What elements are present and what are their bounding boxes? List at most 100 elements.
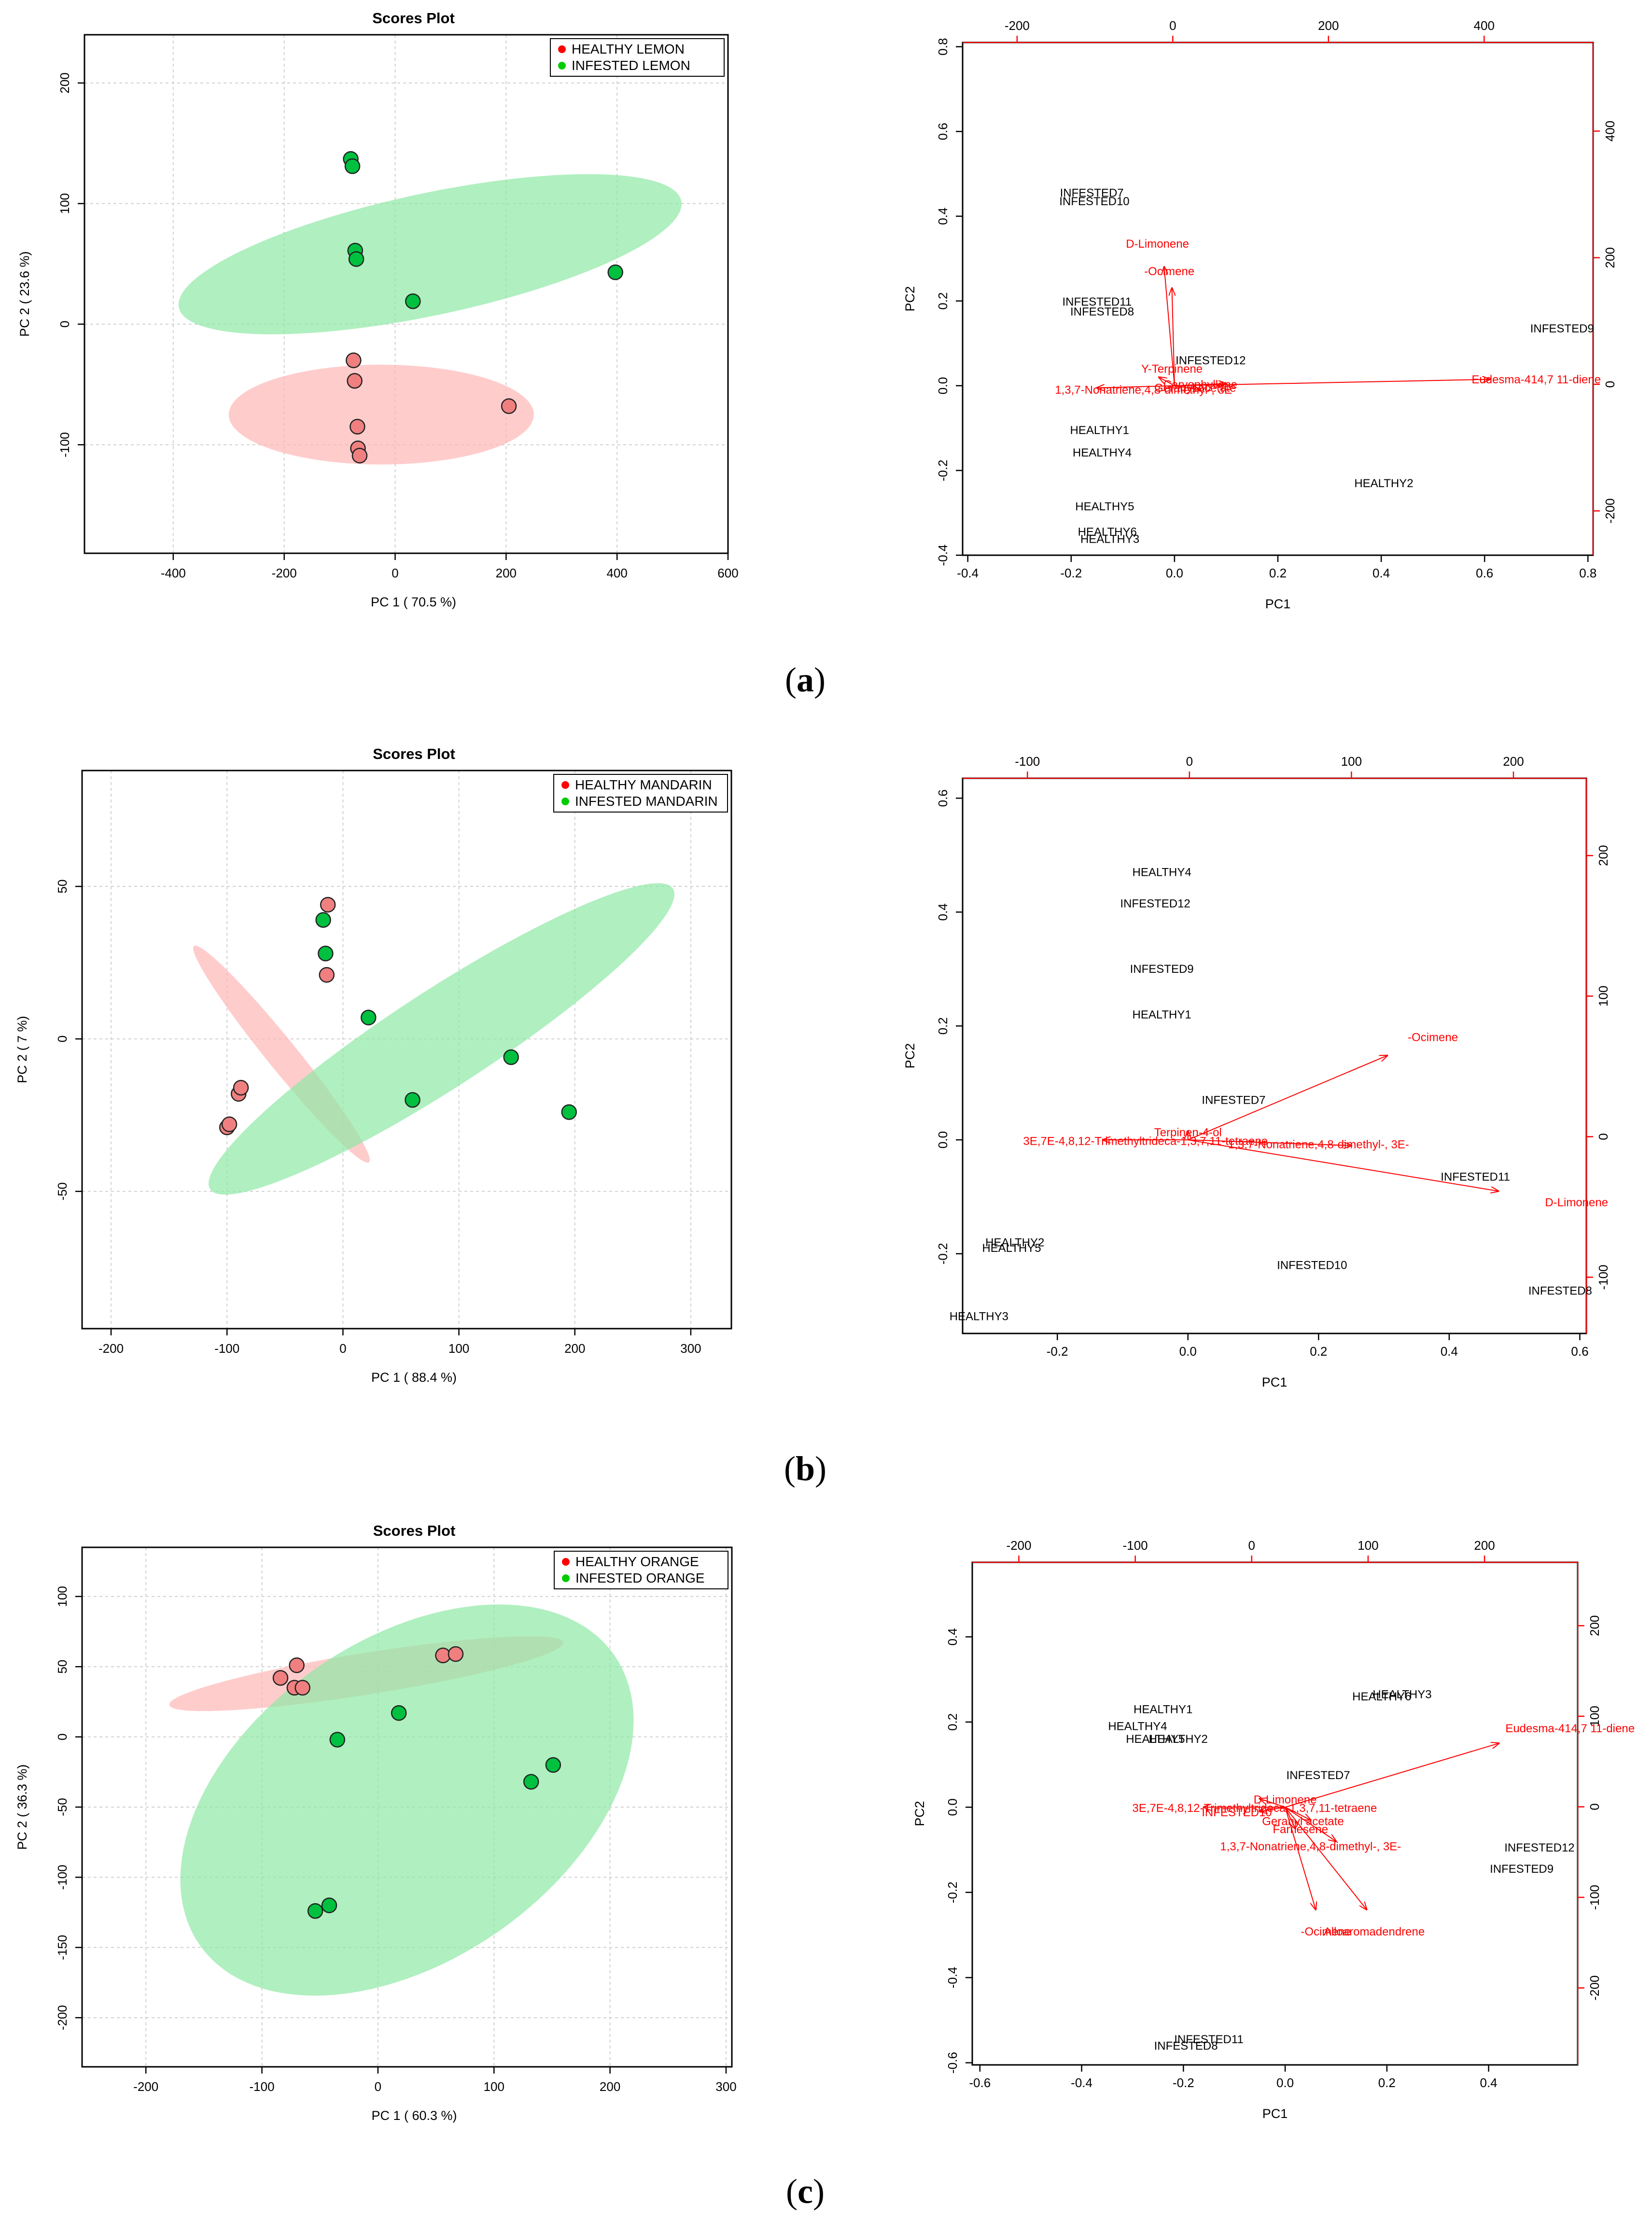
right-tick-label: 200 — [1596, 845, 1610, 866]
y-axis-label: PC 2 ( 36.3 %) — [15, 1764, 29, 1850]
biplot-mandarin-chart: -0.2 0.0 0.2 0.4 0.6 -0.2 0.0 0.2 0.4 0.6 -100 0 100… — [903, 754, 1610, 1389]
infested-point — [321, 1897, 337, 1913]
observation-label: INFESTED10 — [1277, 1259, 1347, 1272]
x-tick-label: -0.2 — [1060, 566, 1082, 580]
y-tick-label: 0.2 — [936, 292, 950, 309]
loading-arrow — [1188, 1139, 1498, 1191]
observation-label: INFESTED12 — [1120, 897, 1190, 910]
infested-point — [503, 1049, 519, 1066]
loading-label: 3E,7E-4,8,12-Trimethyltrideca-1,3,7,11-t… — [1023, 1135, 1268, 1148]
infested-point — [545, 1757, 561, 1773]
loading-label: D-Limonene — [1254, 1793, 1317, 1806]
loading-arrow — [1174, 384, 1226, 386]
loading-label: Eudesma-414,7 11-diene — [1471, 373, 1601, 386]
panel-label-open: ( — [785, 660, 797, 699]
y-axis-label: PC 2 ( 7 %) — [15, 1016, 29, 1083]
infested-point — [405, 293, 421, 309]
top-tick-label: 100 — [1341, 754, 1362, 769]
loading-arrow — [1172, 288, 1175, 386]
infested-point — [607, 264, 623, 281]
legend: HEALTHY LEMON INFESTED LEMON — [550, 38, 725, 77]
y-tick-label: 0 — [57, 321, 72, 327]
x-tick-label: 0.2 — [1310, 1344, 1327, 1359]
right-tick-label: 200 — [1587, 1615, 1602, 1636]
healthy-point — [350, 419, 365, 435]
legend-box — [554, 1551, 728, 1589]
panel-label-close: ) — [813, 2172, 825, 2211]
y-tick-label: 0.2 — [945, 1713, 960, 1731]
y-tick-label: -0.6 — [945, 2052, 960, 2074]
observation-label: HEALTHY2 — [985, 1236, 1044, 1249]
panel-label-close: ) — [814, 660, 826, 699]
infested-point — [523, 1774, 539, 1790]
loading-arrow — [1188, 1139, 1351, 1146]
x-tick-label: -200 — [98, 1341, 124, 1356]
biplot-lemon-chart: -0.4 -0.2 0.0 0.2 0.4 0.6 0.8 -0.4 -0.2 0.0 0.2 0.4… — [903, 18, 1617, 611]
x-tick-label: 300 — [680, 1341, 701, 1356]
y-tick-label: 0.6 — [936, 789, 950, 807]
healthy-legend-label: HEALTHY ORANGE — [575, 1554, 699, 1569]
biplot-orange-chart: -0.6 -0.4 -0.2 0.0 0.2 0.4 -0.6 -0.4 -0.2 0.0 0.2 0… — [912, 1538, 1635, 2121]
observation-label: HEALTHY6 — [1078, 526, 1137, 539]
y-tick-label: 0.2 — [936, 1017, 950, 1035]
plot-frame — [81, 770, 732, 1330]
right-tick-label: 0 — [1603, 381, 1617, 388]
y-tick-label: -50 — [55, 1798, 70, 1816]
x-tick-label: 0.8 — [1579, 566, 1596, 580]
x-tick-label: 0 — [339, 1341, 346, 1356]
healthy-point — [320, 897, 336, 913]
x-tick-label: -0.4 — [957, 566, 979, 580]
top-tick-label: -100 — [1123, 1538, 1148, 1553]
chart-title: Scores Plot — [372, 10, 455, 27]
loading-label: Caryophyllene — [1163, 378, 1237, 391]
right-tick-label: 100 — [1587, 1706, 1602, 1726]
y-tick-label: -50 — [55, 1182, 70, 1201]
healthy-legend-marker — [558, 45, 566, 53]
top-tick-label: 100 — [1358, 1538, 1378, 1553]
loading-label: -Ocimene — [1408, 1031, 1458, 1044]
loading-label: D-Limonene — [1126, 238, 1189, 251]
y-tick-label: -100 — [55, 1865, 70, 1890]
loading-label: 3E,7E-4,8,12-Trimethyltrideca-1,3,7,11-t… — [1132, 1802, 1377, 1815]
loading-label: Geranyl acetate — [1154, 381, 1236, 394]
loading-label: Y-Terpinene — [1141, 363, 1203, 376]
plot-frame — [84, 34, 729, 554]
x-tick-label: 0 — [375, 2079, 381, 2094]
top-tick-label: -100 — [1015, 754, 1040, 769]
right-tick-label: 0 — [1587, 1803, 1602, 1810]
x-axis-label: PC 1 ( 60.3 %) — [371, 2108, 457, 2123]
x-tick-label: 0.6 — [1476, 566, 1493, 580]
panel-label: (b) — [784, 1449, 826, 1488]
scores-lemon-chart: -400 -200 0 200 400 600 -100 0 100 200 Scores Plot… — [17, 10, 739, 609]
loading-label: 1,3,7-Nonatriene,4,8-dimethyl-, 3E- — [1220, 1840, 1401, 1853]
y-tick-label: 0.4 — [936, 903, 950, 921]
infested-point — [360, 1010, 377, 1025]
loading-arrow — [1260, 1799, 1286, 1808]
x-axis-label: PC1 — [1262, 1375, 1288, 1389]
healthy-point — [351, 448, 368, 463]
panel-label-close: ) — [815, 1449, 826, 1488]
loading-arrow — [1159, 377, 1175, 386]
x-tick-label: 400 — [606, 566, 627, 580]
y-tick-label: -0.2 — [945, 1881, 960, 1903]
legend: HEALTHY ORANGE INFESTED ORANGE — [554, 1551, 728, 1589]
loading-label: D-Limonene — [1545, 1196, 1608, 1209]
y-tick-label: 0 — [55, 1036, 70, 1042]
x-tick-label: -400 — [161, 566, 186, 580]
top-tick-label: 400 — [1474, 18, 1495, 33]
healthy-point — [501, 398, 517, 414]
loading-arrow — [1097, 386, 1175, 388]
y-tick-label: 0.8 — [936, 38, 950, 56]
x-tick-label: 0.4 — [1480, 2076, 1498, 2090]
infested-point — [307, 1903, 323, 1919]
loading-label: INFESTED10 — [1202, 1806, 1272, 1819]
top-tick-label: 0 — [1248, 1538, 1255, 1553]
y-tick-label: -100 — [57, 432, 72, 457]
infested-legend-label: INFESTED ORANGE — [575, 1571, 705, 1585]
y-tick-label: 0.4 — [936, 208, 950, 225]
healthy-point — [289, 1657, 305, 1673]
y-axis-label: PC2 — [903, 1043, 917, 1069]
y-tick-label: -0.4 — [945, 1967, 960, 1989]
healthy-legend-label: HEALTHY LEMON — [572, 42, 685, 56]
healthy-point — [233, 1080, 249, 1096]
